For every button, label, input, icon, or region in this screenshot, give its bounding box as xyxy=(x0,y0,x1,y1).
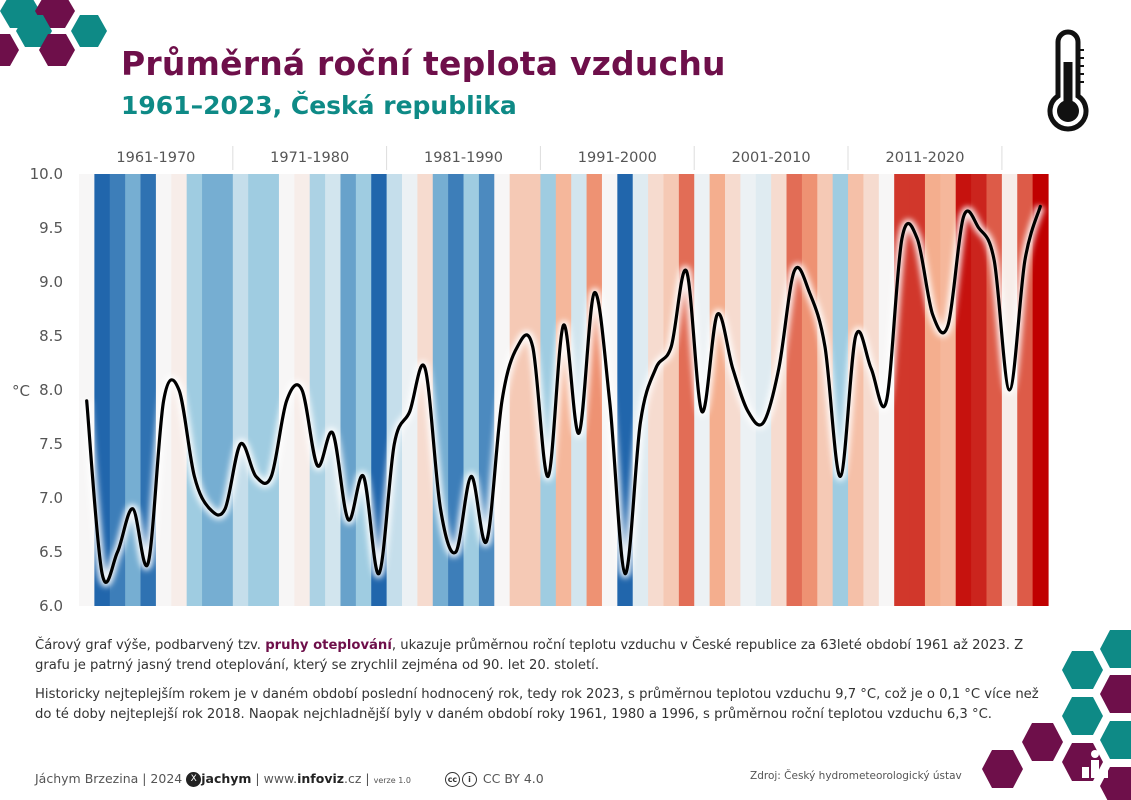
stripe-1989 xyxy=(509,174,526,606)
temperature-chart: 1961-1970 1971-1980 1981-1990 1991-2000 2001… xyxy=(12,146,1049,615)
stripe-2006 xyxy=(771,174,788,606)
temperature-line xyxy=(85,204,1042,584)
stripe-1973 xyxy=(263,174,280,606)
stripe-2017 xyxy=(940,174,957,606)
cc-icon: cc xyxy=(444,772,460,787)
decade-label: 2001-2010 xyxy=(732,150,811,166)
stripe-1994 xyxy=(586,174,603,606)
stripe-1969 xyxy=(202,174,219,606)
stripe-1980 xyxy=(371,174,388,606)
stripe-1978 xyxy=(340,174,357,606)
by-icon: i xyxy=(461,772,477,787)
stripe-1963 xyxy=(109,174,126,606)
hexagon-decoration-bottom-right xyxy=(982,630,1131,800)
y-tick-label: 7.5 xyxy=(39,435,63,453)
stripe-2005 xyxy=(755,174,772,606)
page-title: Průměrná roční teplota vzduchu xyxy=(121,44,726,83)
stripe-2010 xyxy=(832,174,849,606)
website-link[interactable]: infoviz xyxy=(297,771,345,786)
infoviz-logo-icon xyxy=(1082,750,1108,778)
description-paragraph-1: Čárový graf výše, podbarvený tzv. pruhy … xyxy=(35,638,1024,673)
stripe-2016 xyxy=(924,174,941,606)
decade-labels: 1961-1970 1971-1980 1981-1990 1991-2000 2001… xyxy=(116,146,1003,170)
license-label[interactable]: CC BY 4.0 xyxy=(482,771,544,786)
stripe-2002 xyxy=(709,174,726,606)
decade-label: 2011-2020 xyxy=(885,150,964,166)
stripe-1977 xyxy=(325,174,342,606)
x-handle[interactable]: jachym xyxy=(201,771,252,786)
y-tick-label: 8.5 xyxy=(39,327,63,345)
decade-label: 1971-1980 xyxy=(270,150,349,166)
stripe-1998 xyxy=(648,174,665,606)
stripe-2023 xyxy=(1032,174,1049,606)
stripe-2011 xyxy=(848,174,865,606)
author-credit: Jáchym Brzezina | 2024 xyxy=(35,771,183,786)
page-subtitle: 1961–2023, Česká republika xyxy=(121,91,517,120)
stripe-1993 xyxy=(571,174,588,606)
stripe-1991 xyxy=(540,174,557,606)
stripe-1968 xyxy=(186,174,203,606)
hexagon-decoration-top-left xyxy=(0,0,107,66)
stripe-1964 xyxy=(125,174,142,606)
y-tick-label: 6.0 xyxy=(39,597,63,615)
stripe-1982 xyxy=(402,174,418,606)
stripe-2003 xyxy=(725,174,741,606)
stripe-1971 xyxy=(232,174,249,606)
stripe-2007 xyxy=(786,174,803,606)
stripe-1986 xyxy=(463,174,480,606)
y-tick-label: 10.0 xyxy=(30,165,63,183)
stripe-2004 xyxy=(740,174,757,606)
stripe-2012 xyxy=(863,174,880,606)
y-tick-label: 6.5 xyxy=(39,543,63,561)
stripe-2019 xyxy=(971,174,988,606)
decade-label: 1981-1990 xyxy=(424,150,503,166)
stripe-1981 xyxy=(386,174,403,606)
y-tick-label: 9.0 xyxy=(39,273,63,291)
stripe-1970 xyxy=(217,174,234,606)
source-credit: Zdroj: Český hydrometeorologický ústav xyxy=(750,770,962,782)
stripe-2018 xyxy=(955,174,972,606)
stripe-1990 xyxy=(525,174,542,606)
y-axis: 6.0 6.5 7.0 7.5 8.0 8.5 9.0 9.5 10.0 xyxy=(30,165,63,615)
stripe-1972 xyxy=(248,174,265,606)
stripe-1992 xyxy=(555,174,572,606)
stripe-1961 xyxy=(79,174,95,606)
y-tick-label: 8.0 xyxy=(39,381,63,399)
x-logo-icon: X xyxy=(186,772,202,787)
warming-stripes-term: pruhy oteplování xyxy=(265,638,392,653)
stripe-1999 xyxy=(663,174,680,606)
description-paragraph-2: Historicky nejteplejším rokem je v daném… xyxy=(35,687,1039,722)
decade-label: 1961-1970 xyxy=(116,150,195,166)
stripe-2008 xyxy=(801,174,818,606)
y-tick-label: 9.5 xyxy=(39,219,63,237)
thermometer-icon xyxy=(1047,29,1089,132)
y-axis-label: °C xyxy=(12,382,30,400)
stripe-1976 xyxy=(309,174,326,606)
decade-label: 1991-2000 xyxy=(578,150,657,166)
y-tick-label: 7.0 xyxy=(39,489,63,507)
version-label: verze 1.0 xyxy=(373,776,411,785)
stripe-1985 xyxy=(448,174,465,606)
stripe-2000 xyxy=(678,174,695,606)
